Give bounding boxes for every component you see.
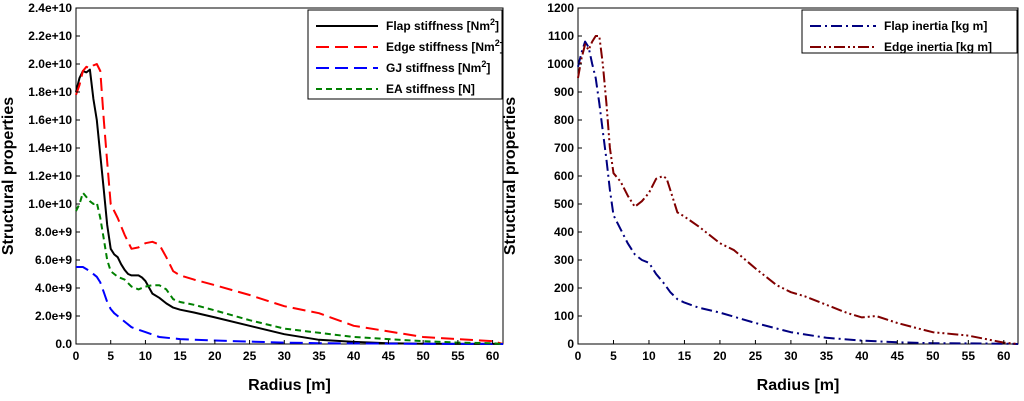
y-tick-label: 4.0e+9 <box>35 281 72 295</box>
right-y-axis-title: Structural properties <box>502 97 519 255</box>
right-y-ticks: 0 100 200 300 400 500 600 700 800 900 1000 1100 1200 <box>547 1 582 351</box>
series-line <box>75 68 504 345</box>
legend-box <box>801 9 1018 54</box>
series-line <box>577 40 1019 345</box>
right-series-group <box>577 35 1019 345</box>
right-chart-inertia: 0 5 10 15 20 25 30 35 40 45 50 55 60 0 100 200 300 400 50… <box>502 1 1019 394</box>
y-tick-label: 600 <box>554 169 574 183</box>
left-y-axis-title: Structural properties <box>0 97 17 255</box>
x-tick-label: 40 <box>855 349 869 363</box>
x-tick-label: 10 <box>139 349 153 363</box>
x-tick-label: 30 <box>278 349 292 363</box>
left-legend: Flap stiffness [Nm2] Edge stiffness [Nm2]… <box>307 9 504 100</box>
y-tick-label: 6.0e+9 <box>35 253 72 267</box>
legend-label: Flap stiffness [Nm2] <box>386 17 499 33</box>
right-plot-frame <box>577 7 1019 345</box>
y-tick-label: 2.4e+10 <box>28 1 72 15</box>
right-legend: Flap inertia [kg m] Edge inertia [kg m] <box>801 9 1018 54</box>
legend-label: Edge inertia [kg m] <box>884 40 992 54</box>
y-tick-label: 700 <box>554 141 574 155</box>
y-tick-label: 0.0 <box>55 337 72 351</box>
legend-label: Edge stiffness [Nm2] <box>386 38 504 54</box>
y-tick-label: 1.4e+10 <box>28 141 72 155</box>
x-tick-label: 0 <box>575 349 582 363</box>
y-tick-label: 2.0e+10 <box>28 57 72 71</box>
y-tick-label: 1100 <box>548 29 574 43</box>
x-tick-label: 15 <box>173 349 187 363</box>
x-tick-label: 50 <box>416 349 430 363</box>
x-tick-label: 5 <box>610 349 617 363</box>
y-tick-label: 1000 <box>547 57 574 71</box>
y-tick-label: 1.2e+10 <box>28 169 72 183</box>
y-tick-label: 2.0e+9 <box>35 309 72 323</box>
y-tick-label: 1.6e+10 <box>28 113 72 127</box>
x-tick-label: 35 <box>820 349 834 363</box>
left-x-axis-title: Radius [m] <box>248 377 331 394</box>
x-tick-label: 20 <box>208 349 222 363</box>
y-tick-label: 900 <box>554 85 574 99</box>
x-tick-label: 45 <box>382 349 396 363</box>
x-tick-label: 25 <box>243 349 257 363</box>
y-tick-label: 800 <box>554 113 574 127</box>
x-tick-label: 0 <box>73 349 80 363</box>
legend-label: Flap inertia [kg m] <box>884 19 987 33</box>
left-chart-stiffness: 0 5 10 15 20 25 30 35 40 45 50 55 60 0.0 2.0e+9 4.0e+9… <box>0 1 504 394</box>
right-x-axis-title: Radius [m] <box>757 377 840 394</box>
y-tick-label: 1200 <box>547 1 574 15</box>
x-tick-label: 55 <box>962 349 976 363</box>
y-tick-label: 8.0e+9 <box>35 225 72 239</box>
series-line <box>76 266 504 345</box>
x-tick-label: 60 <box>997 349 1011 363</box>
y-tick-label: 100 <box>554 309 574 323</box>
left-x-ticks: 0 5 10 15 20 25 30 35 40 45 50 55 60 <box>73 340 500 363</box>
x-tick-label: 55 <box>451 349 465 363</box>
series-line <box>75 191 504 345</box>
series-line <box>577 35 1019 345</box>
x-tick-label: 50 <box>926 349 940 363</box>
x-tick-label: 35 <box>312 349 326 363</box>
y-tick-label: 1.8e+10 <box>28 85 72 99</box>
left-series-group <box>75 63 504 345</box>
y-tick-label: 2.2e+10 <box>28 29 72 43</box>
y-tick-label: 500 <box>554 197 574 211</box>
legend-box <box>307 9 503 100</box>
y-tick-label: 200 <box>554 281 574 295</box>
x-tick-label: 40 <box>347 349 361 363</box>
y-tick-label: 400 <box>554 225 574 239</box>
x-tick-label: 20 <box>713 349 727 363</box>
x-tick-label: 10 <box>642 349 656 363</box>
x-tick-label: 5 <box>107 349 114 363</box>
x-tick-label: 25 <box>749 349 763 363</box>
y-tick-label: 1.0e+10 <box>28 197 72 211</box>
series-line <box>75 63 504 345</box>
x-tick-label: 15 <box>678 349 692 363</box>
y-tick-label: 300 <box>554 253 574 267</box>
left-y-ticks: 0.0 2.0e+9 4.0e+9 6.0e+9 8.0e+9 1.0e+10 1.2e+1… <box>28 1 80 351</box>
legend-label: EA stiffness [N] <box>386 82 475 96</box>
x-tick-label: 60 <box>486 349 500 363</box>
x-tick-label: 45 <box>891 349 905 363</box>
right-x-ticks: 0 5 10 15 20 25 30 35 40 45 50 55 60 <box>575 340 1011 363</box>
x-tick-label: 30 <box>784 349 798 363</box>
y-tick-label: 0 <box>567 337 574 351</box>
legend-label: GJ stiffness [Nm2] <box>386 59 490 75</box>
